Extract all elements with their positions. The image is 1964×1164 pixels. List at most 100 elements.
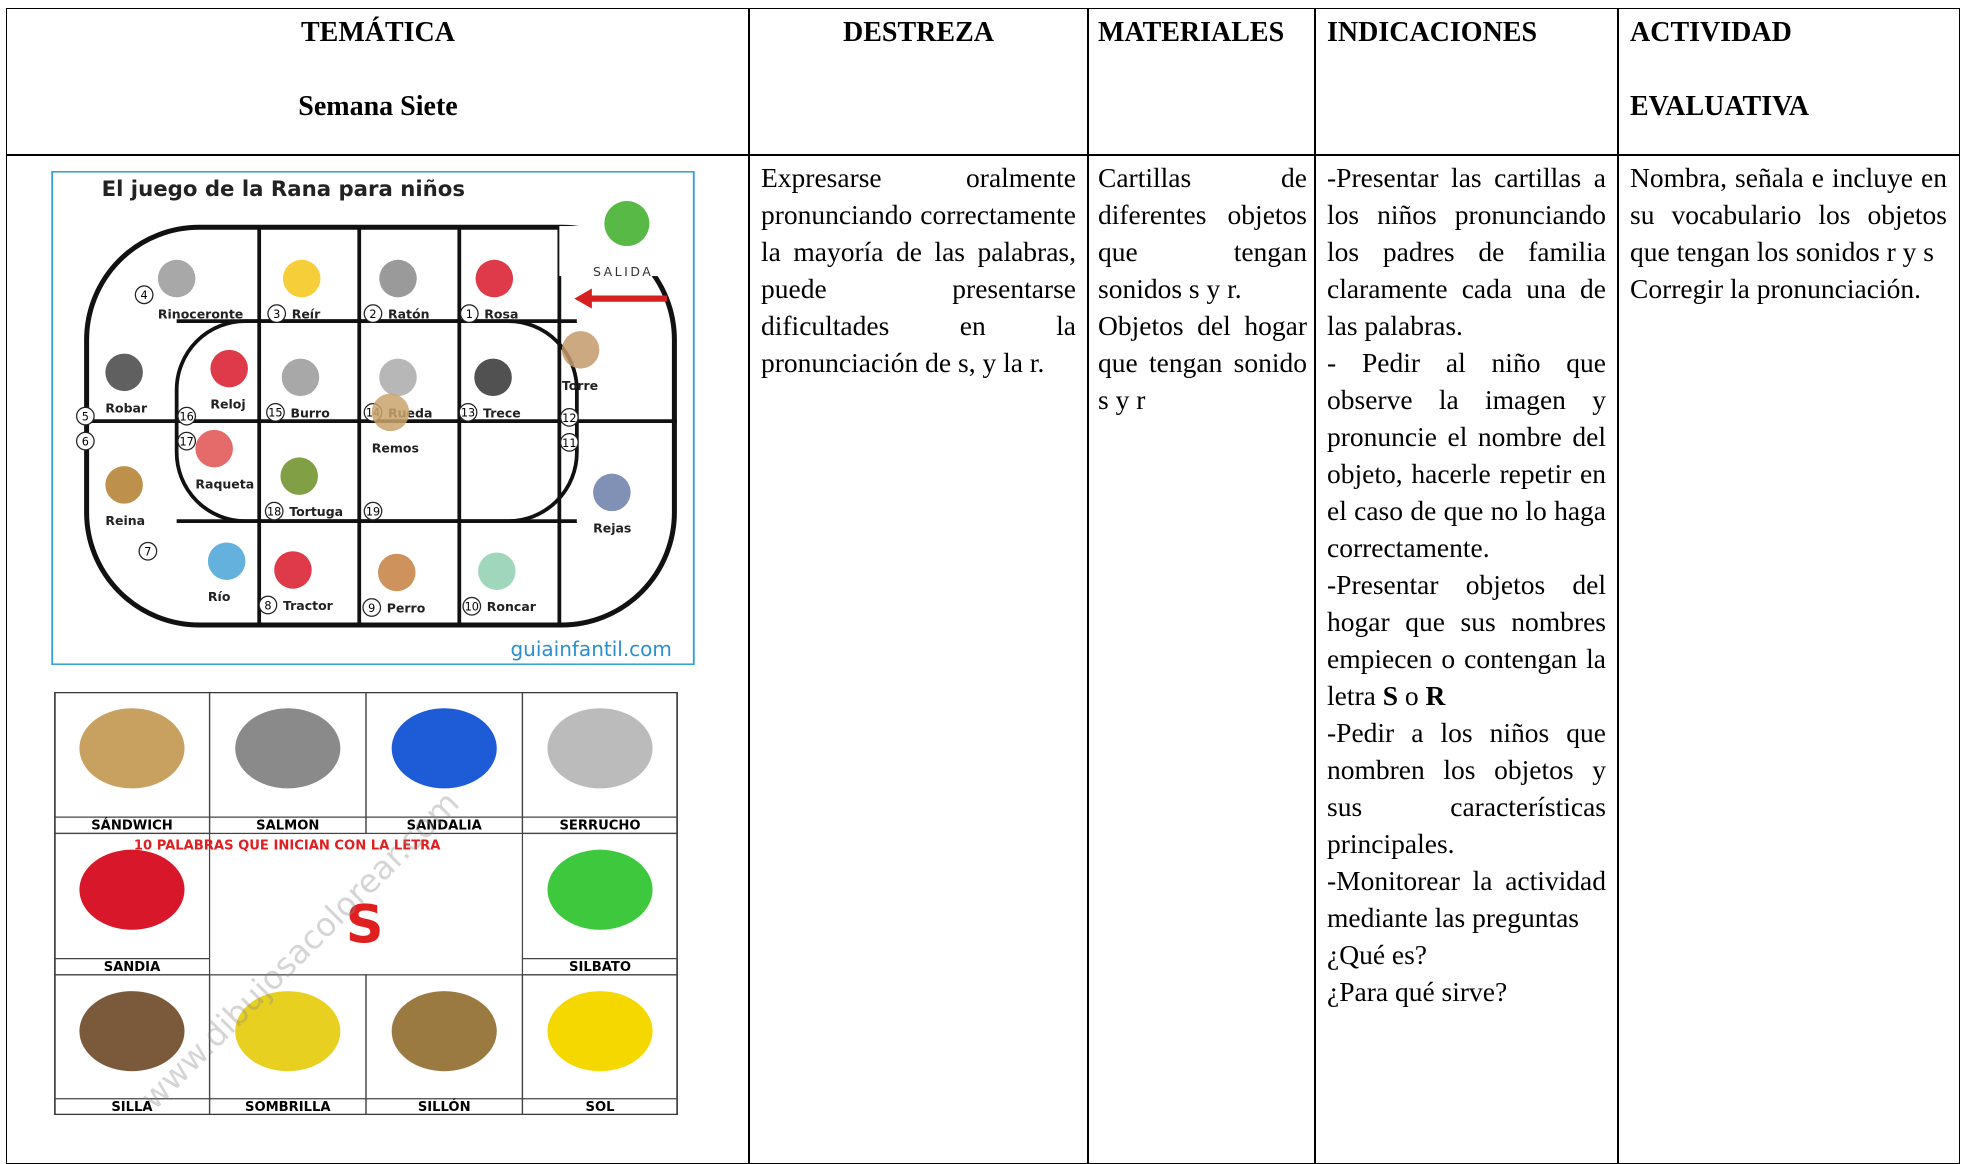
square-number: 19 — [366, 506, 380, 519]
header-text: TEMÁTICA — [300, 17, 455, 48]
number-badge — [258, 595, 278, 615]
square-label: Trece — [483, 405, 521, 420]
number-badge — [177, 431, 197, 451]
square-icon — [593, 473, 631, 512]
square-label: Tortuga — [289, 504, 343, 519]
number-badge — [559, 433, 579, 452]
header-cell: ACTIVIDAD EVALUATIVA — [1617, 8, 1960, 156]
word-label: SALMON — [256, 819, 319, 834]
text-run: -Presentar objetos del hogar que sus nom… — [1327, 569, 1606, 711]
board-title: El juego de la Rana para niños — [102, 177, 465, 202]
board-image: El juego de la Rana para niños SALIDA 1 Ros… — [51, 171, 695, 665]
square-icon — [274, 551, 312, 589]
text-run: -Monitorear la actividad mediante las pr… — [1327, 865, 1606, 933]
square-number: 7 — [144, 546, 151, 559]
square-icon — [105, 353, 143, 392]
number-badge — [75, 431, 95, 451]
word-picture — [391, 991, 497, 1072]
word-label: SOMBRILLA — [245, 1100, 331, 1115]
square-number: 10 — [465, 601, 479, 614]
materiales-cell: Cartillas de diferentes objetos que teng… — [1087, 154, 1316, 1164]
paragraph: Cartillas de diferentes objetos que teng… — [1098, 162, 1307, 304]
tematica-cell: El juego de la Rana para niños SALIDA 1 Ros… — [6, 154, 750, 1164]
word-label: SANDALIA — [407, 819, 483, 834]
square-number: 15 — [268, 407, 282, 420]
number-badge — [559, 407, 579, 427]
square-number: 17 — [179, 436, 193, 449]
word-picture — [235, 708, 341, 789]
number-badge — [75, 406, 95, 426]
square-icon — [371, 393, 410, 432]
square-icon — [210, 349, 248, 388]
paragraph: Corregir la pronunciación. — [1630, 273, 1921, 304]
number-badge — [177, 406, 197, 426]
header-cell: MATERIALES — [1087, 8, 1316, 156]
actividad-cell: Nombra, señala e incluye en su vocabular… — [1617, 154, 1960, 1164]
header-cell: DESTREZA — [748, 8, 1089, 156]
word-label: SILLÓN — [418, 1099, 471, 1115]
number-badge — [264, 501, 284, 521]
paragraph: ¿Qué es? — [1327, 936, 1606, 973]
square-label: Robar — [105, 400, 148, 415]
paragraph: -Pedir a los niños que nombren los objet… — [1327, 714, 1606, 862]
number-badge — [363, 304, 383, 323]
header-cell: INDICACIONES — [1314, 8, 1619, 156]
paragraph: Nombra, señala e incluye en su vocabular… — [1630, 162, 1947, 267]
square-icon — [378, 553, 416, 592]
square-icon — [561, 331, 600, 369]
text-run: ¿Qué es? — [1327, 939, 1428, 970]
word-picture — [79, 991, 185, 1072]
square-icon — [207, 542, 246, 580]
square-icon — [379, 358, 417, 397]
text-run: R — [1425, 680, 1446, 711]
square-icon — [157, 259, 196, 298]
header-cell: TEMÁTICA Semana Siete — [6, 8, 750, 156]
word-picture — [547, 849, 653, 930]
paragraph: ¿Para qué sirve? — [1327, 973, 1606, 1010]
text-run: -Pedir a los niños que nombren los objet… — [1327, 717, 1606, 859]
square-label: Reina — [105, 513, 145, 528]
number-badge — [266, 402, 285, 422]
number-badge — [267, 304, 287, 323]
number-badge — [458, 402, 478, 422]
header-text: ACTIVIDAD — [1630, 17, 1792, 48]
square-icon — [281, 358, 320, 397]
word-picture — [547, 991, 653, 1072]
square-icon — [105, 466, 143, 504]
number-badge — [362, 598, 382, 617]
square-label: Burro — [290, 405, 330, 420]
square-icon — [195, 429, 233, 468]
paragraph: Expresarse oralmente pronunciando correc… — [761, 162, 1076, 378]
square-label: Perro — [387, 600, 426, 615]
paragraph: -Presentar las cartillas a los niños pro… — [1327, 159, 1606, 344]
paragraph: Objetos del hogar que tengan sonido s y … — [1098, 310, 1307, 415]
square-icon — [475, 259, 514, 298]
square-label: Reloj — [210, 397, 245, 412]
text-run: -Presentar las cartillas a los niños pro… — [1327, 162, 1606, 341]
word-label: SILBATO — [569, 960, 631, 975]
square-number: 16 — [179, 411, 193, 424]
word-label: SANDIA — [104, 960, 161, 975]
square-icon — [379, 259, 417, 298]
word-label: SERRUCHO — [559, 819, 640, 834]
source-label: guiainfantil.com — [510, 637, 671, 661]
word-label: SILLA — [111, 1100, 153, 1115]
square-number: 9 — [368, 602, 375, 615]
frog — [604, 201, 650, 247]
text-run: - Pedir al niño que observe la imagen y … — [1327, 347, 1606, 563]
word-picture — [79, 849, 185, 930]
square-number: 6 — [82, 436, 89, 449]
square-label: Río — [208, 589, 231, 604]
text-run: S — [1382, 680, 1399, 711]
square-label: Torre — [562, 378, 598, 393]
number-badge — [138, 541, 158, 561]
card-heading: 10 PALABRAS QUE INICIAN CON LA LETRA — [134, 839, 441, 854]
word-card-image: SÁNDWICH SALMON SANDALIA SERRUCHO SANDIA SILB… — [54, 692, 678, 1115]
word-picture — [235, 991, 341, 1072]
square-number: 13 — [461, 407, 475, 420]
square-label: Roncar — [487, 599, 537, 614]
square-number: 18 — [267, 506, 281, 519]
number-badge — [363, 501, 383, 521]
header-text: DESTREZA — [843, 17, 994, 48]
